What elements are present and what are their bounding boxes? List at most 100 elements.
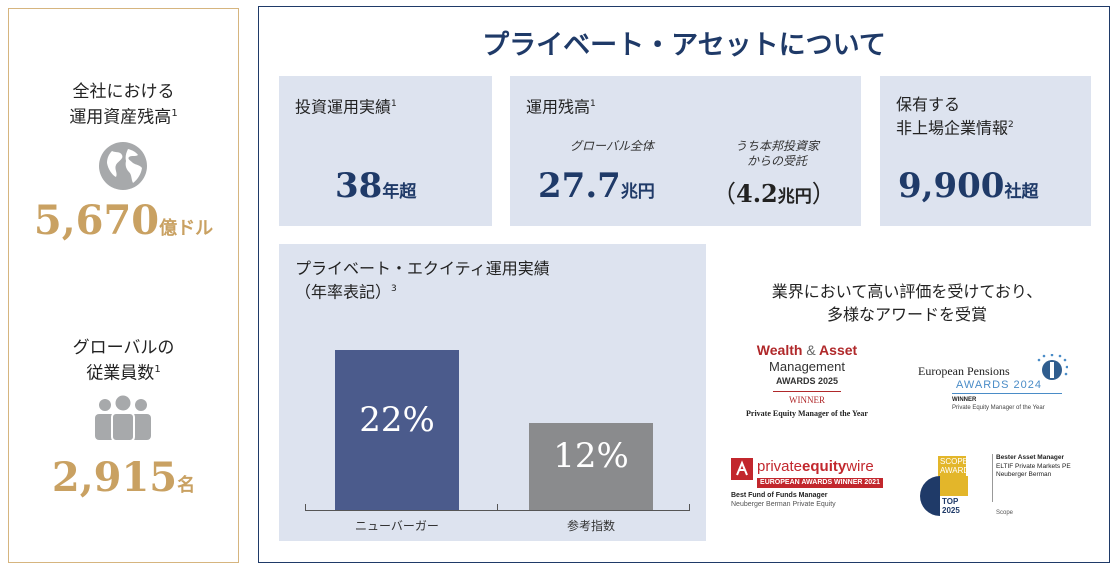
pew-equity: equity bbox=[802, 458, 847, 475]
japan-open-paren: （ bbox=[712, 180, 736, 208]
japan-close-paren: ） bbox=[811, 180, 836, 208]
pe-chart-title-line2: （年率表記） bbox=[295, 282, 392, 302]
aum-card-label-text: 運用残高 bbox=[526, 97, 591, 117]
pe-bar-chart: 22% ニューバーガー 12% 参考指数 bbox=[279, 244, 706, 541]
employee-footnote: 1 bbox=[154, 364, 161, 375]
awards-title-line2: 多様なアワードを受賞 bbox=[826, 305, 987, 324]
chart-axis-tick bbox=[305, 504, 306, 511]
award-private-equity-wire: privateequitywire EUROPEAN AWARDS WINNER… bbox=[731, 456, 883, 516]
employee-label-line1: グローバルの bbox=[72, 338, 175, 358]
japan-label: うち本邦投資家 からの受託 bbox=[722, 139, 832, 169]
companies-unit: 社超 bbox=[1004, 182, 1039, 202]
award-european-pensions: European Pensions AWARDS 2024 WINNER Pri… bbox=[916, 352, 1076, 422]
employee-unit: 名 bbox=[177, 475, 196, 496]
track-record-value: 38年超 bbox=[335, 166, 416, 206]
track-record-number: 38 bbox=[335, 166, 383, 206]
globe-icon bbox=[98, 141, 148, 191]
employee-label-line2: 従業員数 bbox=[86, 363, 155, 384]
awards-title: 業界において高い評価を受けており、 多様なアワードを受賞 bbox=[727, 280, 1087, 326]
pew-category: Best Fund of Funds Manager bbox=[731, 492, 828, 499]
wam-wealth: Wealth bbox=[756, 342, 803, 358]
global-label: グローバル全体 bbox=[570, 139, 654, 153]
page-title: プライベート・アセットについて bbox=[482, 30, 886, 61]
pew-logo-icon bbox=[731, 458, 753, 480]
chart-axis-tick bbox=[497, 504, 498, 511]
track-record-label: 投資運用実績1 bbox=[295, 94, 397, 117]
scope-top-text: TOP 2025 bbox=[942, 497, 960, 515]
pew-banner: EUROPEAN AWARDS WINNER 2021 bbox=[757, 478, 883, 488]
aum-card-label: 運用残高1 bbox=[526, 94, 596, 117]
scope-subcategory: ELTIF Private Markets PE bbox=[996, 462, 1071, 470]
companies-label: 保有する 非上場企業情報2 bbox=[896, 94, 1014, 138]
scope-divider bbox=[992, 454, 993, 502]
global-aum-unit: 兆円 bbox=[620, 182, 655, 202]
track-record-unit: 年超 bbox=[382, 182, 417, 202]
ep-divider bbox=[952, 393, 1062, 394]
aum-card: 運用残高1 グローバル全体 うち本邦投資家 からの受託 27.7兆円 （4.2兆… bbox=[510, 76, 861, 226]
chart-bar: 22% bbox=[335, 350, 459, 510]
track-record-card: 投資運用実績1 38年超 bbox=[279, 76, 492, 226]
aum-label-line2: 運用資産残高 bbox=[69, 107, 172, 128]
employee-label: グローバルの 従業員数1 bbox=[9, 337, 238, 385]
people-icon bbox=[91, 395, 155, 442]
scope-details: Bester Asset Manager ELTIF Private Marke… bbox=[996, 454, 1071, 480]
chart-bar: 12% bbox=[529, 422, 653, 510]
pew-title: privateequitywire bbox=[757, 458, 874, 475]
aum-label: 全社における 運用資産残高1 bbox=[9, 81, 238, 129]
aum-footnote: 1 bbox=[171, 108, 178, 119]
pe-chart-title: プライベート・エクイティ運用実績 （年率表記）3 bbox=[295, 258, 550, 302]
pew-wire: wire bbox=[846, 458, 874, 475]
scope-recipient: Neuberger Berman bbox=[996, 471, 1052, 478]
japan-aum-unit: 兆円 bbox=[777, 187, 812, 207]
ep-winner: WINNER bbox=[952, 397, 977, 403]
pe-chart-footnote: 3 bbox=[391, 284, 397, 294]
aum-card-footnote: 1 bbox=[590, 99, 596, 109]
aum-unit: 億ドル bbox=[159, 218, 214, 239]
ep-title: European Pensions bbox=[918, 364, 1010, 378]
wam-winner: WINNER bbox=[789, 395, 825, 405]
global-aum-value: 27.7兆円 bbox=[538, 166, 655, 206]
ep-category: Private Equity Manager of the Year bbox=[952, 405, 1045, 411]
employee-value: 2,915名 bbox=[9, 454, 238, 501]
companies-footnote: 2 bbox=[1008, 120, 1014, 130]
chart-bar-value-label: 22% bbox=[359, 400, 435, 440]
wam-divider bbox=[773, 391, 841, 392]
award-scope: SCOPE AWARD TOP 2025 Bester Asset Manage… bbox=[912, 450, 1077, 522]
scope-word: SCOPE bbox=[940, 457, 969, 466]
track-record-label-text: 投資運用実績 bbox=[295, 97, 392, 117]
pe-performance-card: プライベート・エクイティ運用実績 （年率表記）3 22% ニューバーガー 12% 参考… bbox=[279, 244, 706, 541]
aum-value: 5,670億ドル bbox=[9, 197, 238, 244]
award-wealth-asset-management: Wealth & Asset Management AWARDS 2025 WI… bbox=[731, 340, 883, 430]
scope-logo-icon bbox=[914, 454, 982, 520]
scope-top: TOP bbox=[942, 497, 959, 506]
chart-bar-value-label: 12% bbox=[553, 436, 629, 477]
companies-label-line1: 保有する bbox=[896, 95, 961, 114]
chart-axis-tick bbox=[689, 504, 690, 511]
japan-aum-number: 4.2 bbox=[736, 179, 778, 208]
pe-chart-title-line1: プライベート・エクイティ運用実績 bbox=[295, 259, 550, 278]
chart-category-label: ニューバーガー bbox=[355, 519, 439, 533]
companies-number: 9,900 bbox=[898, 166, 1005, 206]
wam-awards-year: AWARDS 2025 bbox=[775, 376, 839, 386]
wam-title: Wealth & Asset bbox=[731, 342, 883, 358]
scope-category: Bester Asset Manager bbox=[996, 454, 1065, 461]
awards-title-line1: 業界において高い評価を受けており、 bbox=[771, 282, 1043, 301]
aum-number: 5,670 bbox=[33, 197, 160, 244]
chart-category-label: 参考指数 bbox=[566, 519, 615, 533]
companies-label-line2: 非上場企業情報 bbox=[896, 118, 1009, 138]
japan-label-line2: からの受託 bbox=[746, 154, 807, 168]
pew-recipient: Neuberger Berman Private Equity bbox=[731, 501, 836, 508]
scope-award-text: SCOPE AWARD bbox=[940, 457, 969, 475]
wam-amp: & bbox=[806, 342, 816, 358]
companies-card: 保有する 非上場企業情報2 9,900社超 bbox=[880, 76, 1091, 226]
wam-category: Private Equity Manager of the Year bbox=[746, 409, 868, 418]
left-stats-panel: 全社における 運用資産残高1 5,670億ドル グローバルの 従業員数1 2,9… bbox=[8, 8, 239, 563]
global-aum-number: 27.7 bbox=[538, 166, 621, 206]
ep-awards-year: AWARDS 2024 bbox=[956, 379, 1042, 391]
track-record-footnote: 1 bbox=[391, 99, 397, 109]
private-assets-panel: プライベート・アセットについて 投資運用実績1 38年超 運用残高1 グローバル… bbox=[258, 6, 1110, 563]
companies-value: 9,900社超 bbox=[898, 166, 1038, 206]
ep-logo-icon bbox=[1036, 353, 1069, 388]
scope-year: 2025 bbox=[942, 506, 960, 515]
pew-private: private bbox=[757, 458, 803, 475]
